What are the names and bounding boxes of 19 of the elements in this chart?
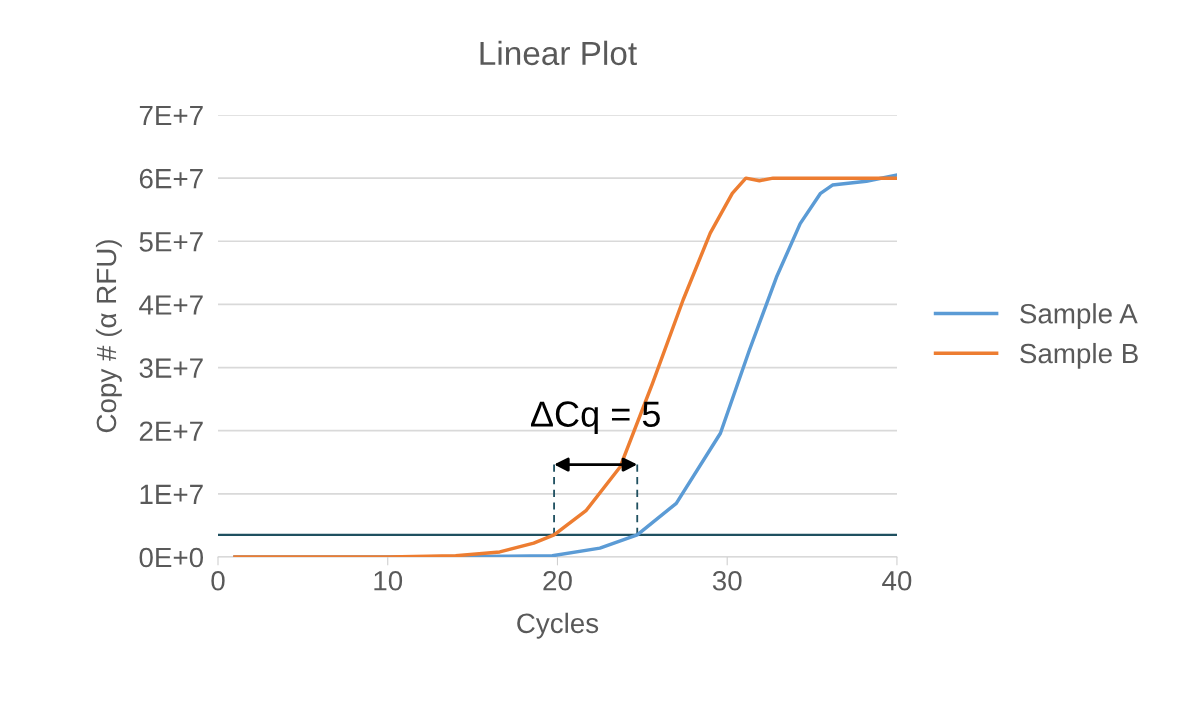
chart-title: Linear Plot xyxy=(480,40,637,66)
x-axis-title: Cycles xyxy=(517,612,599,639)
y-tick-label: 1E+7 xyxy=(140,484,203,504)
legend-label: Sample B xyxy=(1020,342,1138,369)
y-tick-label: 2E+7 xyxy=(139,421,203,441)
x-tick-label: 10 xyxy=(374,570,403,591)
x-tick-label: 20 xyxy=(543,570,572,591)
y-tick-label: 5E+7 xyxy=(139,232,203,252)
y-tick-label: 3E+7 xyxy=(139,358,203,378)
x-tick-label: 0 xyxy=(211,570,225,591)
y-tick-label: 4E+7 xyxy=(139,295,203,315)
x-tick-label: 40 xyxy=(882,570,912,591)
y-axis-title: Copy # (α RFU) xyxy=(95,240,122,433)
y-tick-label: 7E+7 xyxy=(139,105,203,126)
annotation: ΔCq = 5 xyxy=(530,401,660,435)
x-tick-label: 30 xyxy=(712,570,742,591)
y-tick-label: 0E+0 xyxy=(139,547,204,568)
y-tick-label: 6E+7 xyxy=(139,168,203,189)
legend-label: Sample A xyxy=(1020,303,1138,330)
